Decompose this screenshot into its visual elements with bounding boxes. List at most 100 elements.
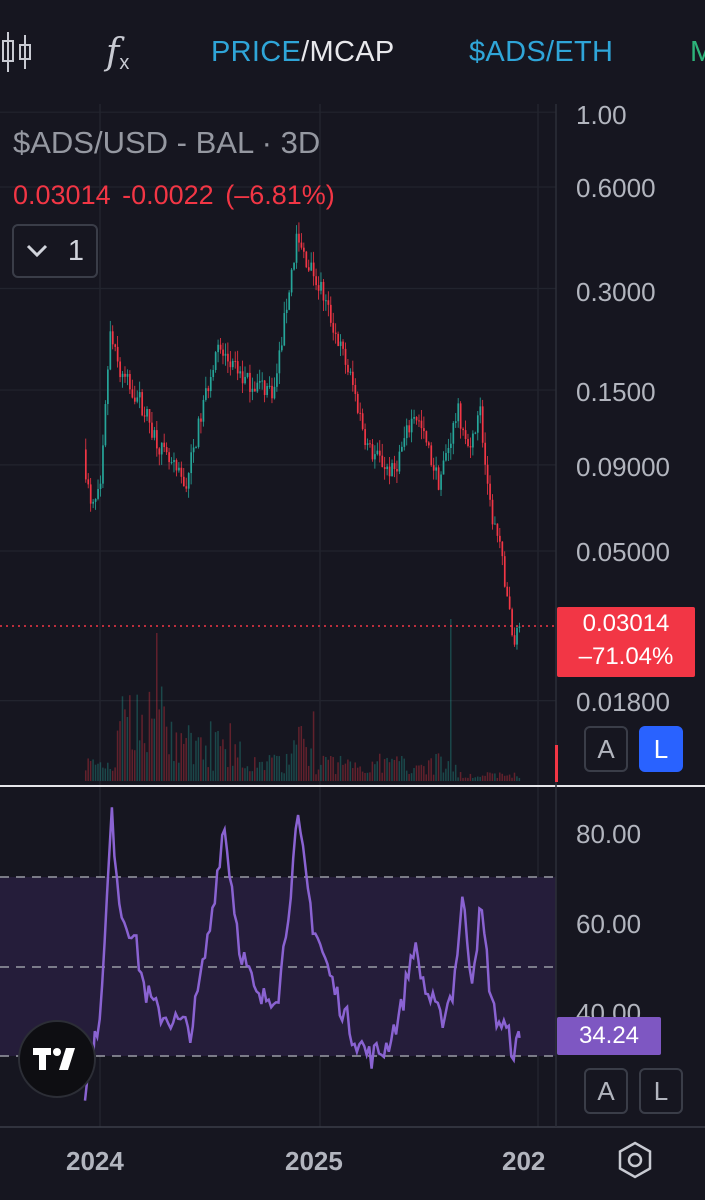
volume-bar <box>435 754 437 781</box>
volume-bar <box>491 773 494 781</box>
candle-body <box>491 499 494 525</box>
candle-body <box>337 333 340 346</box>
volume-bar <box>352 768 354 781</box>
candle-body <box>251 388 254 392</box>
price-tick: 1.00 <box>576 100 627 130</box>
volume-bar <box>474 777 477 781</box>
volume-bar <box>427 760 430 781</box>
candle-body <box>268 385 271 387</box>
volume-bar <box>349 761 352 781</box>
volume-bar <box>408 773 410 781</box>
volume-bar <box>173 761 175 781</box>
volume-bar <box>374 764 376 781</box>
price-label: PRICE <box>211 35 302 68</box>
candle-body <box>437 467 440 490</box>
candle-body <box>352 371 354 385</box>
rsi-auto-scale-button[interactable]: A <box>584 1068 628 1114</box>
volume-bar <box>97 763 99 781</box>
candle-body <box>506 586 509 597</box>
candle-body <box>114 344 117 347</box>
candle-body <box>334 332 337 334</box>
candles-icon[interactable] <box>0 24 34 80</box>
candle-body <box>479 406 482 416</box>
candle-body <box>205 388 207 400</box>
tradingview-logo-icon[interactable] <box>18 1020 96 1098</box>
candle-body <box>192 447 195 453</box>
volume-bar <box>317 769 320 781</box>
volume-bar <box>192 764 195 781</box>
volume-bar <box>337 762 339 781</box>
candle-body <box>97 489 99 499</box>
candle-body <box>241 371 244 384</box>
candle-body <box>209 377 212 392</box>
volume-bar <box>283 773 285 781</box>
volume-bar <box>156 633 158 781</box>
volume-bar <box>327 759 330 781</box>
candle-body <box>92 501 95 504</box>
volume-bar <box>481 775 484 781</box>
volume-bar <box>160 686 163 781</box>
candle-body <box>244 376 246 384</box>
price-mcap-toggle[interactable]: PRICE/MCAP <box>211 24 394 80</box>
candle-body <box>315 276 317 286</box>
candle-body <box>141 392 144 416</box>
volume-bar <box>469 773 472 781</box>
volume-bar <box>295 744 298 781</box>
volume-bar <box>148 691 151 781</box>
price-tick: 0.1500 <box>576 377 656 407</box>
volume-bar <box>344 763 347 781</box>
candle-body <box>116 346 119 362</box>
volume-bar <box>158 709 160 781</box>
chart-title: $ADS/USD - BAL · 3D <box>13 125 321 160</box>
collapse-indicators-button[interactable]: 1 <box>12 224 98 278</box>
volume-bar <box>109 768 111 781</box>
candle-body <box>146 409 148 417</box>
candle-body <box>396 469 398 472</box>
candle-body <box>320 281 322 291</box>
candle-body <box>111 331 114 345</box>
volume-bar <box>329 755 332 781</box>
volume-bar <box>447 761 450 781</box>
volume-bar <box>268 755 271 781</box>
settings-gear-icon[interactable] <box>615 1140 655 1180</box>
auto-scale-button[interactable]: A <box>584 726 628 772</box>
volume-bar <box>305 747 307 781</box>
volume-bar <box>261 761 263 781</box>
indicator-count: 1 <box>67 234 85 267</box>
candle-body <box>513 635 516 645</box>
candle-body <box>474 432 477 434</box>
volume-bar <box>278 756 281 781</box>
rsi-log-scale-button[interactable]: L <box>639 1068 683 1114</box>
current-price-label: 0.03014 –71.04% <box>557 607 695 677</box>
pair-button[interactable]: $ADS/ETH <box>469 24 613 80</box>
volume-bar <box>165 726 168 781</box>
volume-bar <box>440 756 442 781</box>
more-button[interactable]: M <box>690 24 705 80</box>
volume-bar <box>293 740 295 781</box>
volume-bar <box>197 737 200 781</box>
volume-bar <box>420 764 423 781</box>
candle-body <box>136 397 139 402</box>
log-scale-button[interactable]: L <box>639 726 683 772</box>
candle-body <box>185 486 188 489</box>
volume-bar <box>129 695 131 781</box>
volume-bar <box>99 762 102 781</box>
price-tick: 0.6000 <box>576 173 656 203</box>
candle-body <box>175 460 178 471</box>
volume-bar <box>182 743 185 781</box>
pair-label: $ADS/ETH <box>469 35 614 68</box>
candle-body <box>452 422 455 444</box>
volume-bar <box>472 777 474 781</box>
volume-bar <box>300 726 303 781</box>
volume-bar <box>307 765 310 781</box>
candle-body <box>425 431 428 443</box>
volume-bar <box>209 721 212 781</box>
volume-bar <box>298 726 300 781</box>
volume-bar <box>388 762 391 781</box>
formula-sub-icon: x <box>119 51 130 74</box>
candle-body <box>447 448 450 454</box>
volume-bar <box>315 774 317 781</box>
